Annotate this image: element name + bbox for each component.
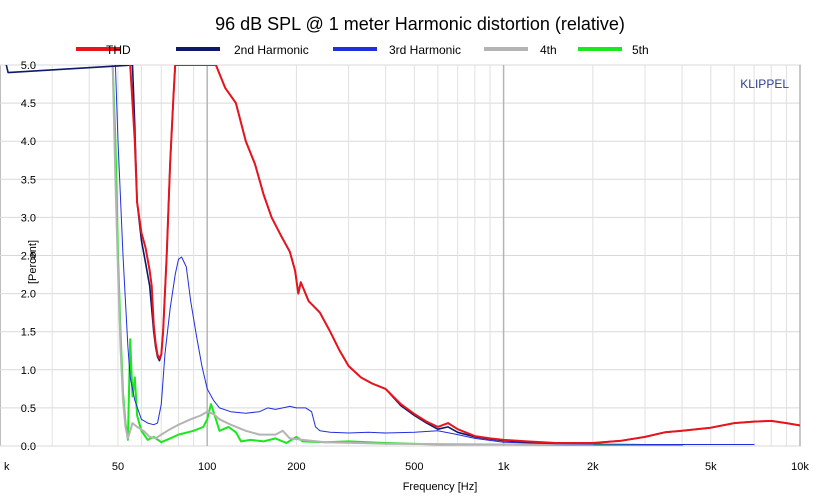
y-tick-label: 3.5 bbox=[21, 174, 36, 186]
legend-label-4th: 4th bbox=[540, 43, 557, 57]
series-line-3rd-harmonic bbox=[114, 65, 755, 445]
x-tick-label: 50 bbox=[112, 461, 124, 473]
x-tick-label: 200 bbox=[287, 461, 305, 473]
x-tick-label: 100 bbox=[198, 461, 216, 473]
y-tick-label: 5.0 bbox=[21, 60, 36, 72]
series-layer bbox=[5, 65, 800, 446]
y-axis-label: [Percent] bbox=[27, 240, 39, 284]
legend-label-3rd-harmonic: 3rd Harmonic bbox=[389, 43, 461, 57]
y-tick-label: 1.5 bbox=[21, 327, 36, 339]
x-tick-label: 10k bbox=[791, 461, 809, 473]
legend: THD 2nd Harmonic 3rd Harmonic 4th 5th bbox=[76, 43, 649, 57]
legend-swatch-4th bbox=[484, 47, 528, 51]
series-line-thd bbox=[129, 65, 800, 444]
y-tick-label: 1.0 bbox=[21, 365, 36, 377]
x-tick-label: k bbox=[4, 461, 10, 473]
x-axis: k 50 100 200 500 1k 2k 5k 10k bbox=[4, 461, 809, 473]
y-tick-label: 0.5 bbox=[21, 403, 36, 415]
y-axis: 0.0 0.5 1.0 1.5 2.0 2.5 3.0 3.5 4.0 4.5 5.0 bbox=[21, 60, 36, 453]
y-tick-label: 2.0 bbox=[21, 289, 36, 301]
legend-swatch-thd bbox=[76, 47, 120, 51]
legend-label-2nd-harmonic: 2nd Harmonic bbox=[234, 43, 309, 57]
series-line-4th bbox=[111, 65, 594, 446]
legend-swatch-5th bbox=[578, 47, 622, 51]
y-tick-label: 0.0 bbox=[21, 441, 36, 453]
legend-label-thd: THD bbox=[106, 43, 131, 57]
watermark: KLIPPEL bbox=[740, 77, 789, 91]
y-tick-label: 3.0 bbox=[21, 212, 36, 224]
legend-label-5th: 5th bbox=[632, 43, 649, 57]
chart-title: 96 dB SPL @ 1 meter Harmonic distortion … bbox=[215, 14, 625, 34]
x-tick-label: 1k bbox=[498, 461, 510, 473]
x-tick-label: 2k bbox=[587, 461, 599, 473]
y-tick-label: 4.0 bbox=[21, 136, 36, 148]
x-axis-label: Frequency [Hz] bbox=[403, 481, 478, 493]
y-tick-label: 4.5 bbox=[21, 98, 36, 110]
legend-swatch-3rd-harmonic bbox=[333, 47, 377, 51]
y-tick-label: 2.5 bbox=[21, 251, 36, 263]
x-tick-label: 500 bbox=[405, 461, 423, 473]
x-tick-label: 5k bbox=[705, 461, 717, 473]
legend-swatch-2nd-harmonic bbox=[176, 47, 220, 51]
